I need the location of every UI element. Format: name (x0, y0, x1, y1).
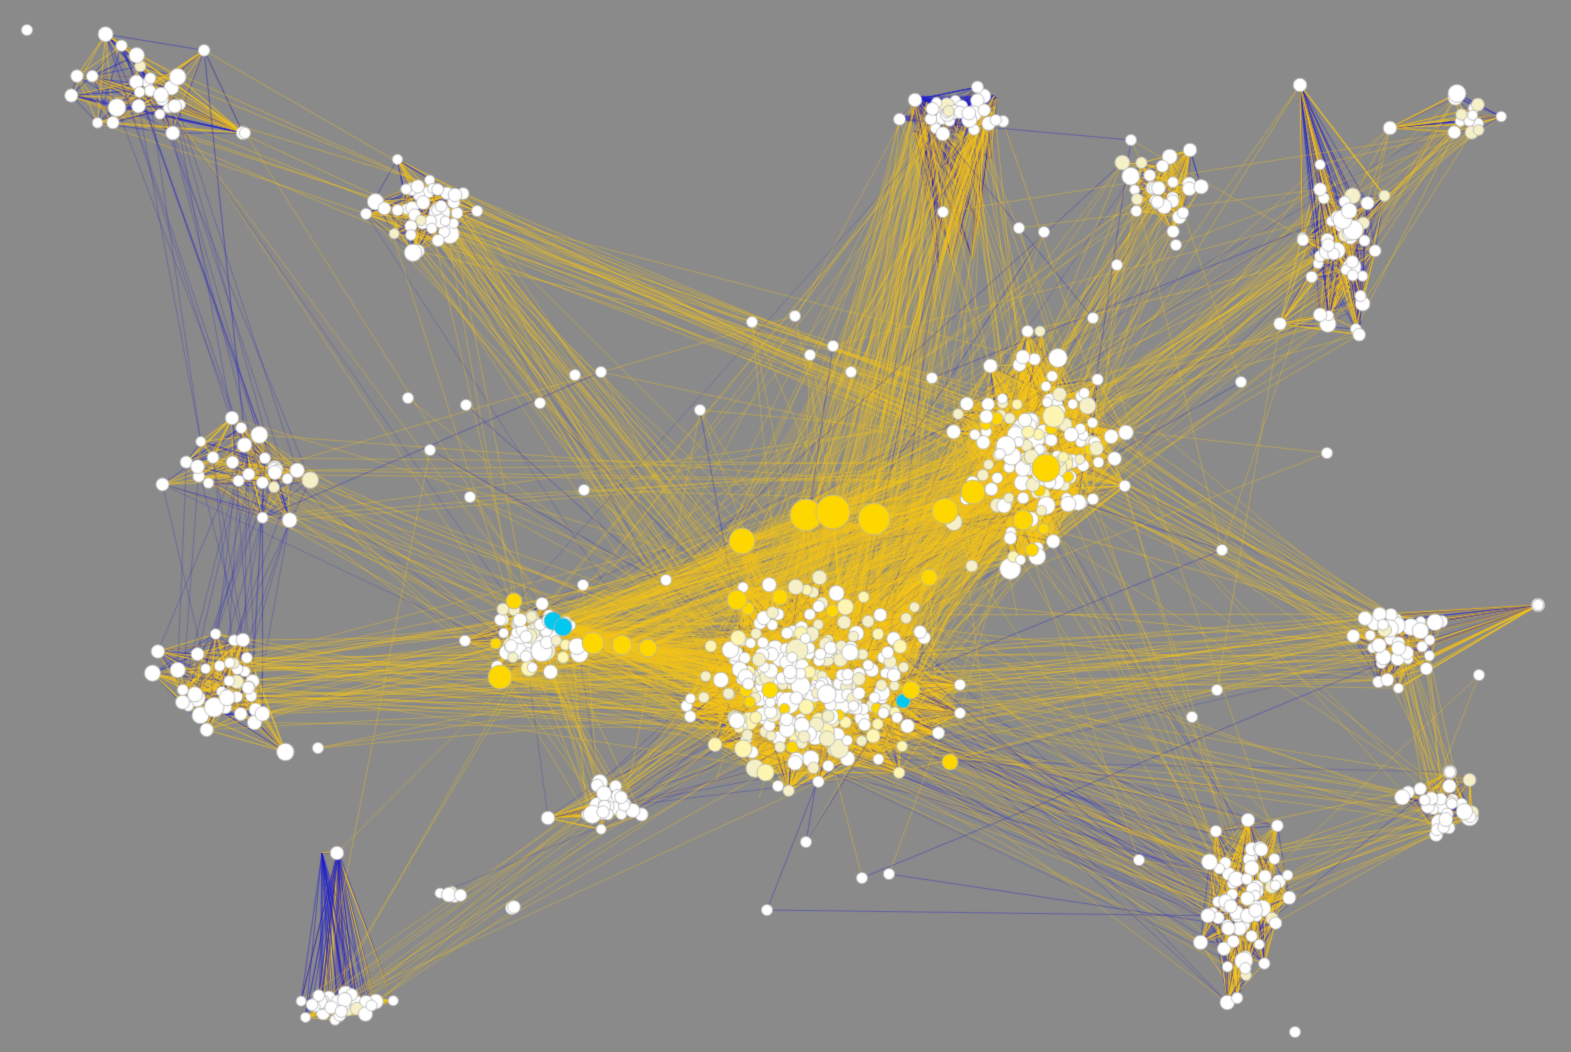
graph-viewport[interactable]: Force-directed network graph (0, 0, 1571, 1052)
network-graph-canvas[interactable] (0, 0, 1571, 1052)
